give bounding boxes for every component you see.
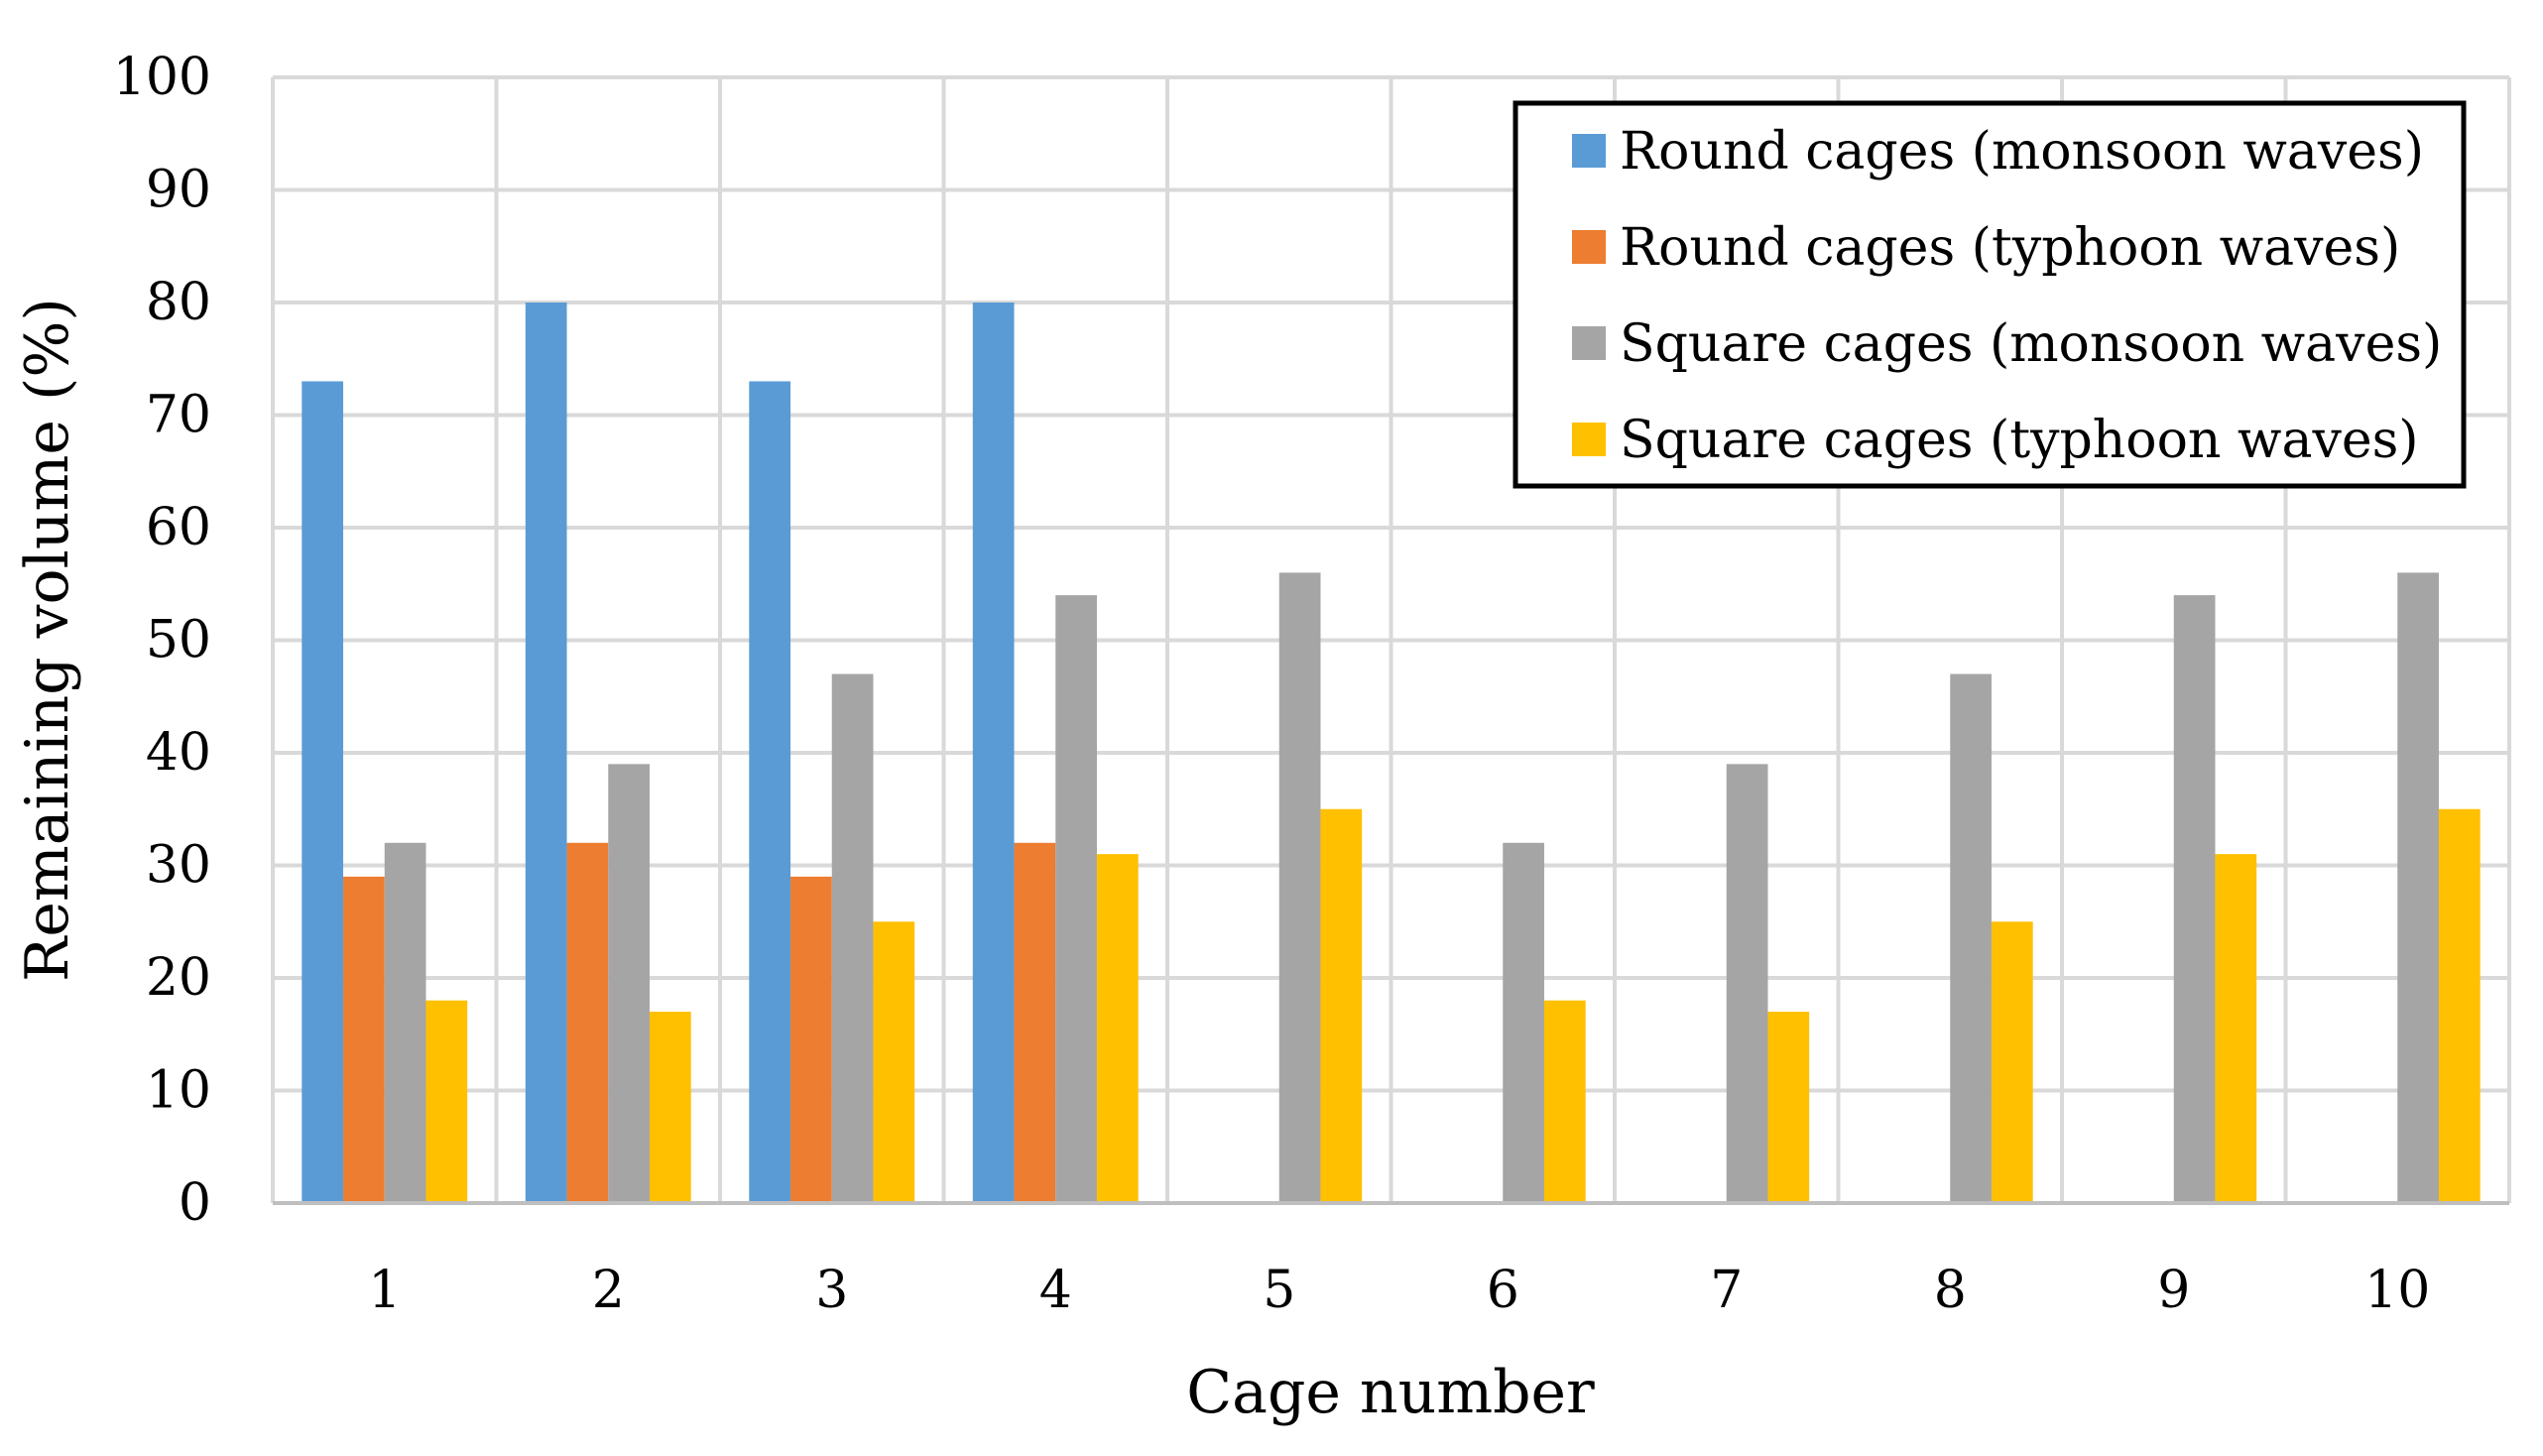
- x-tick-label: 9: [2157, 1261, 2190, 1320]
- bar: [790, 876, 832, 1203]
- bar: [1014, 842, 1056, 1203]
- bar: [1950, 673, 1992, 1203]
- x-tick-label: 4: [1039, 1261, 1072, 1320]
- x-tick-label: 5: [1263, 1261, 1295, 1320]
- bar: [749, 381, 791, 1203]
- y-tick-label: 10: [146, 1061, 211, 1121]
- bar: [384, 842, 426, 1203]
- y-tick-label: 60: [146, 498, 211, 557]
- y-tick-label: 40: [146, 723, 211, 783]
- x-tick-label: 1: [368, 1261, 401, 1320]
- bar: [2173, 595, 2216, 1203]
- y-tick-label: 30: [146, 836, 211, 896]
- x-tick-label: 10: [2364, 1261, 2430, 1320]
- bar: [566, 842, 609, 1203]
- bar: [1096, 854, 1139, 1203]
- legend-swatch: [1572, 326, 1606, 360]
- y-tick-label: 0: [179, 1173, 211, 1233]
- legend-swatch: [1572, 230, 1606, 264]
- bar: [1543, 1000, 1586, 1203]
- y-tick-label: 100: [113, 48, 211, 107]
- bar: [1320, 808, 1363, 1203]
- axes: 0 10 20 30 40 50 60 70 80 90 100 1 2 3 4 5 6 7 8 9 10: [113, 48, 2509, 1320]
- x-tick-label: 8: [1934, 1261, 1967, 1320]
- y-tick-label: 20: [146, 948, 211, 1008]
- y-tick-label: 80: [146, 273, 211, 332]
- y-axis-title: Remaining volume (%): [13, 298, 82, 982]
- legend-swatch: [1572, 423, 1606, 456]
- bar: [831, 673, 874, 1203]
- x-tick-label: 2: [592, 1261, 625, 1320]
- bar: [1726, 764, 1768, 1203]
- bars: [302, 303, 2481, 1203]
- bar: [972, 303, 1015, 1203]
- bar: [2215, 854, 2257, 1203]
- bar: [1991, 921, 2033, 1203]
- bar: [425, 1000, 468, 1203]
- legend: Round cages (monsoon waves) Round cages (…: [1513, 100, 2467, 489]
- bar: [1767, 1012, 1810, 1203]
- legend-swatch: [1572, 134, 1606, 168]
- legend-label: Square cages (monsoon waves): [1620, 314, 2442, 374]
- bar: [525, 303, 567, 1203]
- bar: [343, 876, 385, 1203]
- bar: [608, 764, 650, 1203]
- legend-label: Round cages (monsoon waves): [1620, 122, 2424, 182]
- bar: [302, 381, 344, 1203]
- bar: [873, 921, 915, 1203]
- x-axis-title: Cage number: [1186, 1358, 1595, 1427]
- bar: [649, 1012, 691, 1203]
- bar: [1278, 572, 1321, 1203]
- legend-label: Square cages (typhoon waves): [1620, 411, 2419, 470]
- x-tick-label: 7: [1710, 1261, 1743, 1320]
- x-tick-label: 3: [815, 1261, 848, 1320]
- x-tick-label: 6: [1487, 1261, 1519, 1320]
- bar: [1503, 842, 1544, 1203]
- y-tick-label: 50: [146, 611, 211, 670]
- bar: [2438, 808, 2481, 1203]
- legend-label: Round cages (typhoon waves): [1620, 218, 2400, 278]
- bar: [2397, 572, 2439, 1203]
- grid: [271, 75, 2511, 1205]
- bar: [1055, 595, 1097, 1203]
- y-tick-label: 70: [146, 386, 211, 445]
- y-tick-label: 90: [146, 161, 211, 220]
- legend-box: [1513, 100, 2467, 489]
